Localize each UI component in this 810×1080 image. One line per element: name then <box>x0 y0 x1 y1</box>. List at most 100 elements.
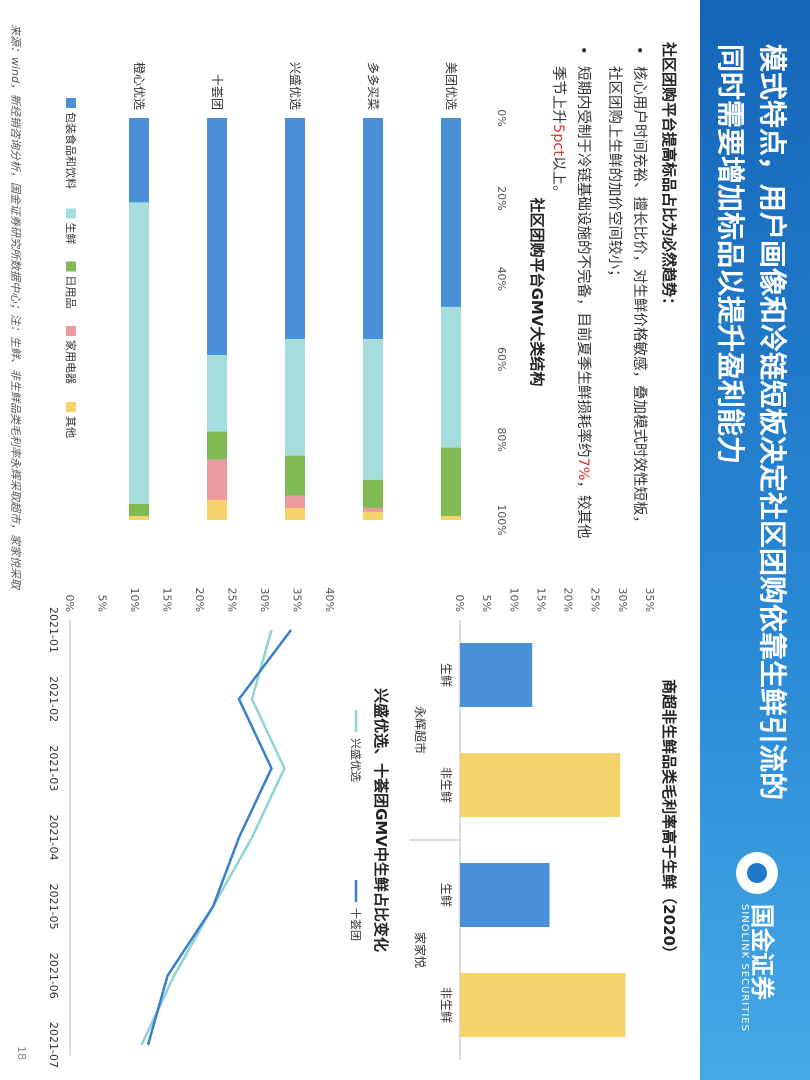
logo-text-cn: 国金证券 <box>748 904 776 1000</box>
stacked-bar-chart: 0% 20% 40% 60% 80% 100% 美团优选 多多买菜 兴盛优选 十荟团 橙心优选包装食… <box>64 62 508 536</box>
source-note: 来源：wind，新经销咨询分析，国金证券研究所数据中心；注：生鲜、非生鲜品类毛利… <box>9 24 22 590</box>
series-line <box>140 629 286 1046</box>
summary-text: 社区团购平台提高标品占比为必然趋势： • 核心用户时间充裕、擅长比价，对生鲜价格… <box>539 42 680 542</box>
x-tick-label: 0% <box>495 109 508 126</box>
x-tick-label: 2021-01 <box>47 607 60 653</box>
legend-label: 十荟团 <box>349 908 363 941</box>
y-tick-label: 20% <box>562 588 575 612</box>
y-tick-label: 30% <box>258 588 271 612</box>
legend-swatch <box>66 326 76 336</box>
bullet-dot-icon: • <box>631 46 647 55</box>
logo-text-en: SINOLINK SECURITIES <box>739 904 750 1032</box>
legend-label: 日用品 <box>64 276 77 309</box>
bar-segment <box>363 339 383 480</box>
y-tick-label: 40% <box>323 588 336 612</box>
y-tick-label: 25% <box>226 588 239 612</box>
bar-segment <box>363 511 383 520</box>
bar-segment <box>285 507 305 521</box>
y-tick-label: 5% <box>480 595 493 612</box>
x-tick-label: 2021-06 <box>47 953 60 999</box>
y-tick-label: 15% <box>161 588 174 612</box>
legend-label: 包装食品和饮料 <box>64 112 78 189</box>
bar-segment <box>441 447 461 516</box>
y-tick-label: 0% <box>63 595 76 612</box>
category-label: 生鲜 <box>439 883 453 907</box>
bar-segment <box>129 202 149 504</box>
legend-swatch <box>66 208 76 219</box>
bullet-item: • 短期内受制于冷链基础设施的不完备，目前夏季生鲜损耗率约7%，较其他季节上升5… <box>545 42 595 542</box>
category-label: 非生鲜 <box>439 767 453 803</box>
bar-segment <box>207 355 227 432</box>
legend-label: 家用电器 <box>64 340 78 384</box>
slide-title-line1: 模式特点，用户画像和冷链短板决定社区团购依靠生鲜引流的 <box>756 44 789 801</box>
y-tick-label: 30% <box>616 588 629 612</box>
category-label: 生鲜 <box>439 663 453 687</box>
bullet-text: 核心用户时间充裕、擅长比价，对生鲜价格敏感，叠加模式时效性短板，社区团购上生鲜的… <box>606 66 647 530</box>
chart-title-fresh-share: 兴盛优选、十荟团GMV中生鲜占比变化 <box>372 688 390 952</box>
legend-swatch <box>66 98 76 108</box>
bar-segment <box>207 459 227 500</box>
bar-segment <box>441 306 461 448</box>
y-tick-label: 0% <box>453 595 466 612</box>
group-label: 家家悦 <box>413 932 428 968</box>
bar-segment <box>363 507 383 512</box>
highlight-value: 7% <box>575 457 591 481</box>
y-tick-label: 20% <box>193 588 206 612</box>
legend-swatch <box>66 402 76 412</box>
y-tick-label: 35% <box>291 588 304 612</box>
x-tick-label: 2021-05 <box>47 884 60 930</box>
summary-heading: 社区团购平台提高标品占比为必然趋势： <box>660 42 678 313</box>
y-tick-label: 10% <box>128 588 141 612</box>
x-tick-label: 2021-02 <box>47 676 60 722</box>
x-tick-label: 80% <box>495 427 508 451</box>
x-tick-label: 100% <box>495 504 508 535</box>
x-tick-label: 2021-04 <box>47 815 60 861</box>
page-number: 18 <box>15 1046 28 1060</box>
bar-segment <box>441 515 461 520</box>
bullet-item: • 核心用户时间充裕、擅长比价，对生鲜价格敏感，叠加模式时效性短板，社区团购上生… <box>601 42 651 542</box>
category-label: 兴盛优选 <box>288 62 303 110</box>
bar <box>460 973 626 1037</box>
company-logo: 国金证券 SINOLINK SECURITIES <box>724 852 788 1062</box>
bar-segment <box>363 118 383 340</box>
category-label: 十荟团 <box>210 74 224 110</box>
fresh-share-line-chart: 0% 5% 10% 15% 20% 25% 30% 35% 40% 2021-01 2021-02 2… <box>47 588 363 1068</box>
category-label: 多多买菜 <box>366 62 380 110</box>
bar-segment <box>207 499 227 520</box>
bar-segment <box>207 431 227 460</box>
y-tick-label: 5% <box>96 595 109 612</box>
bar-segment <box>207 118 227 356</box>
y-tick-label: 35% <box>643 588 656 612</box>
highlight-value: 5pct <box>550 124 566 157</box>
bar <box>460 643 533 707</box>
bar-segment <box>441 118 461 307</box>
slide-title-line2: 同时需要增加标品以提升盈利能力 <box>714 44 747 465</box>
x-tick-label: 20% <box>495 186 508 210</box>
bar-segment <box>363 479 383 508</box>
logo-mark-icon <box>736 852 778 894</box>
bullet-dot-icon: • <box>575 46 591 55</box>
bar-segment <box>129 118 149 203</box>
legend-label: 生鲜 <box>64 223 78 245</box>
legend-label: 其他 <box>64 416 77 438</box>
bar-segment <box>285 118 305 340</box>
bullet-text: 以上。 <box>550 156 566 200</box>
header-banner: 模式特点，用户画像和冷链短板决定社区团购依靠生鲜引流的 同时需要增加标品以提升盈… <box>700 0 810 1080</box>
chart-title-gmv-structure: 社区团购平台GMV大类结构 <box>528 197 546 387</box>
bar-segment <box>129 515 149 520</box>
bar-segment <box>285 455 305 496</box>
bar <box>460 753 621 817</box>
y-tick-label: 10% <box>507 588 520 612</box>
y-tick-label: 25% <box>589 588 602 612</box>
group-label: 永辉超市 <box>413 706 428 754</box>
series-line <box>146 629 292 1046</box>
legend-label: 兴盛优选 <box>349 738 363 782</box>
legend-swatch <box>66 261 76 272</box>
y-tick-label: 15% <box>534 588 547 612</box>
bar <box>460 863 550 927</box>
bar-segment <box>129 503 149 516</box>
category-label: 橙心优选 <box>132 62 147 110</box>
bar-segment <box>285 495 305 508</box>
